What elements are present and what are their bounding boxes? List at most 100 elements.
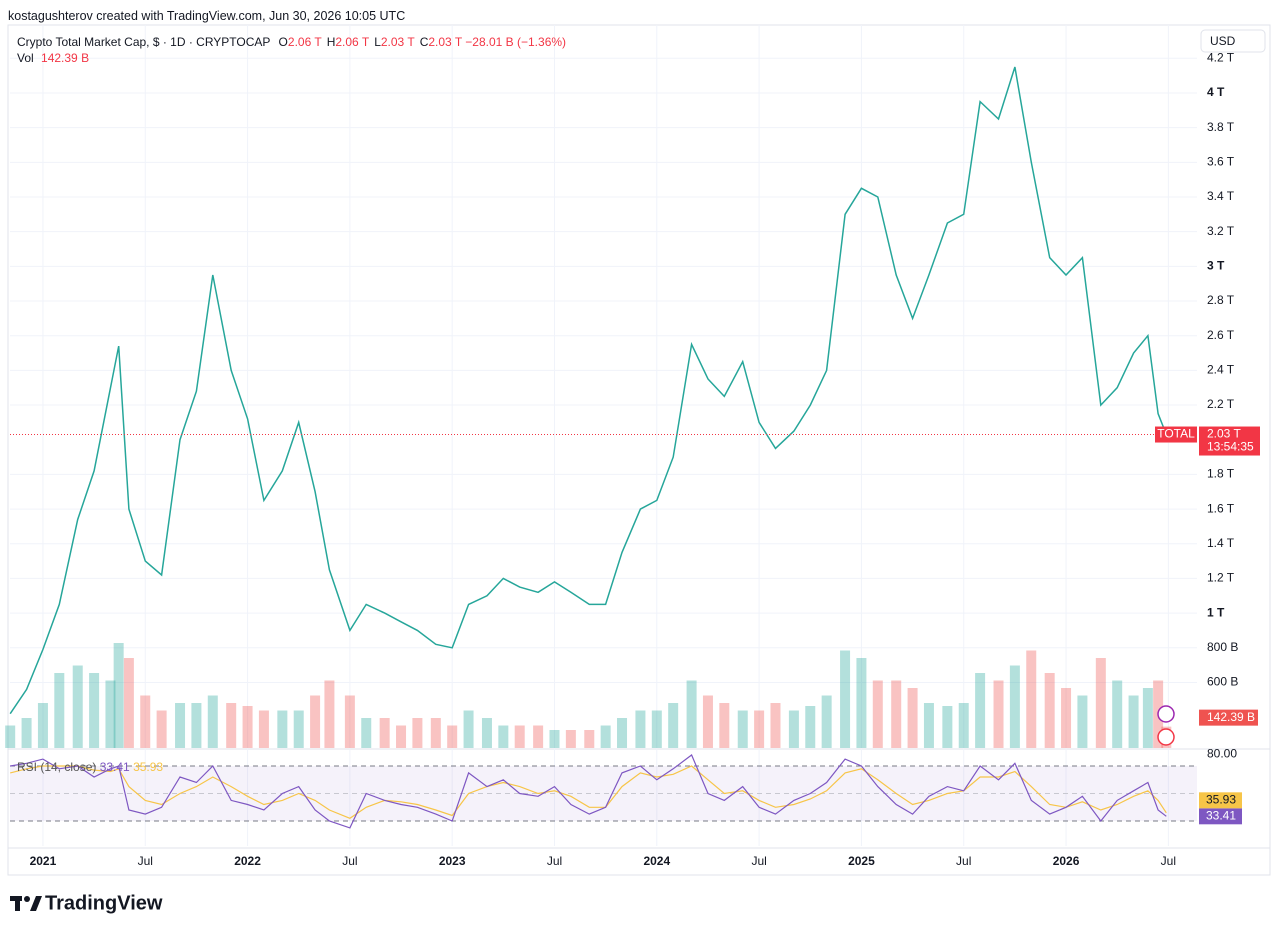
x-tick-label: Jul: [138, 854, 153, 868]
brand: TradingView: [45, 892, 163, 914]
volume-bar: [958, 703, 969, 748]
volume-bar: [702, 695, 713, 748]
volume-bar: [207, 695, 218, 748]
logo: [10, 896, 42, 911]
grid: [10, 25, 1197, 846]
volume-legend: Vol 142.39 B: [17, 51, 89, 65]
price-tag-bg: [1199, 426, 1260, 456]
rsi-value: 33.41: [99, 760, 130, 774]
rsi-tick-label: 80.00: [1207, 746, 1237, 760]
volume-bar: [481, 718, 492, 748]
volume-bar: [821, 695, 832, 748]
ohlc-key: L: [374, 35, 381, 49]
volume-bar: [975, 673, 986, 748]
rsi-line: [10, 765, 1167, 819]
y-tick-label: 2.2 T: [1207, 397, 1235, 411]
volume-bar: [754, 710, 765, 748]
x-tick-label: Jul: [1161, 854, 1176, 868]
currency-button[interactable]: [1200, 29, 1266, 53]
volume-bar: [113, 643, 124, 748]
y-tick-label: 800 B: [1207, 640, 1238, 654]
volume-bar: [396, 725, 407, 748]
volume-bar: [856, 658, 867, 748]
ohlc-value: 2.06 T: [335, 35, 370, 49]
change: −28.01 B (−1.36%): [465, 35, 567, 49]
credit: kostagushterov created with TradingView.…: [8, 9, 406, 23]
rsi-tag-bg: [1199, 792, 1242, 809]
volume-bar: [891, 680, 902, 748]
y-tick-label: 1.2 T: [1207, 571, 1235, 585]
y-tick-label: 4 T: [1207, 85, 1225, 99]
volume-bar: [226, 703, 237, 748]
volume-bar: [310, 695, 321, 748]
volume-bar: [923, 703, 934, 748]
ohlc-value: 2.03 T: [380, 35, 415, 49]
volume-bar: [21, 718, 32, 748]
series-tag: TOTAL: [1157, 427, 1195, 441]
y-tick-label: 1.8 T: [1207, 467, 1235, 481]
chart-frame: [7, 24, 1271, 876]
x-tick-label: 2026: [1053, 854, 1080, 868]
volume-bar: [533, 725, 544, 748]
volume-bar: [686, 680, 697, 748]
volume-bar: [277, 710, 288, 748]
volume-bar: [668, 703, 679, 748]
logo-slash: [30, 896, 42, 911]
volume-bar: [344, 695, 355, 748]
y-tick-label: 2.6 T: [1207, 328, 1235, 342]
price-line: [9, 66, 1167, 715]
volume-bar: [361, 718, 372, 748]
volume-bar: [72, 665, 83, 748]
volume-bar: [379, 718, 390, 748]
rsi-line: [10, 754, 1167, 829]
volume-bar: [635, 710, 646, 748]
volume-bar: [105, 680, 116, 748]
volume-bar: [737, 710, 748, 748]
volume-bar: [872, 680, 883, 748]
y-tick-label: 1.6 T: [1207, 501, 1235, 515]
volume-bar: [498, 725, 509, 748]
volume-bar: [840, 650, 851, 748]
volume-bar: [1009, 665, 1020, 748]
volume-bar: [770, 703, 781, 748]
volume-bar: [1095, 658, 1106, 748]
ohlc-value: 2.03 T: [428, 35, 462, 49]
logo-dot: [24, 896, 30, 902]
legend: Crypto Total Market Cap, $ · 1D · CRYPTO…: [17, 35, 566, 49]
volume-bar: [805, 706, 816, 748]
volume-bar: [651, 710, 662, 748]
volume-bar: [907, 688, 918, 748]
x-tick-label: Jul: [956, 854, 971, 868]
volume-bar: [514, 725, 525, 748]
y-tick-label: 2.8 T: [1207, 293, 1235, 307]
countdown: 13:54:35: [1207, 440, 1254, 454]
currency[interactable]: USD: [1210, 34, 1236, 48]
ohlc-key: O: [278, 35, 288, 49]
volume-bar: [37, 703, 48, 748]
series-tag-bg: [1155, 426, 1197, 443]
event-icon[interactable]: [1157, 728, 1175, 746]
y-tick-label: 3.8 T: [1207, 120, 1235, 134]
rsi-tag-bg: [1199, 808, 1242, 825]
volume-bar: [584, 730, 595, 748]
volume-bar: [993, 680, 1004, 748]
volume-value: 142.39 B: [41, 51, 90, 65]
volume-bar: [412, 718, 423, 748]
volume-bar: [175, 703, 186, 748]
alert-icon[interactable]: [1157, 705, 1175, 723]
x-tick-label: 2022: [234, 854, 261, 868]
y-tick-label: 1 T: [1207, 605, 1225, 619]
volume-bar: [565, 730, 576, 748]
x-tick-label: Jul: [342, 854, 357, 868]
y-tick-label: 3 T: [1207, 259, 1225, 273]
volume-bar: [719, 703, 730, 748]
x-tick-label: 2021: [30, 854, 57, 868]
rsi-legend: RSI (14, close) 33.41 35.93: [17, 760, 163, 774]
volume-bar: [258, 710, 269, 748]
ohlc-legend: O2.06 T H2.06 T L2.03 T C2.03 T: [274, 35, 462, 49]
volume-bar: [463, 710, 474, 748]
volume-bar: [788, 710, 799, 748]
rsi-tag: 35.93: [1206, 792, 1236, 806]
volume-bar: [549, 730, 560, 748]
